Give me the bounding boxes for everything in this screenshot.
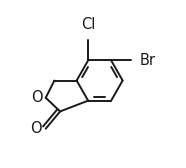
Text: O: O (31, 90, 43, 105)
Text: O: O (31, 121, 42, 136)
Text: Br: Br (140, 53, 156, 68)
Text: Cl: Cl (81, 17, 95, 32)
